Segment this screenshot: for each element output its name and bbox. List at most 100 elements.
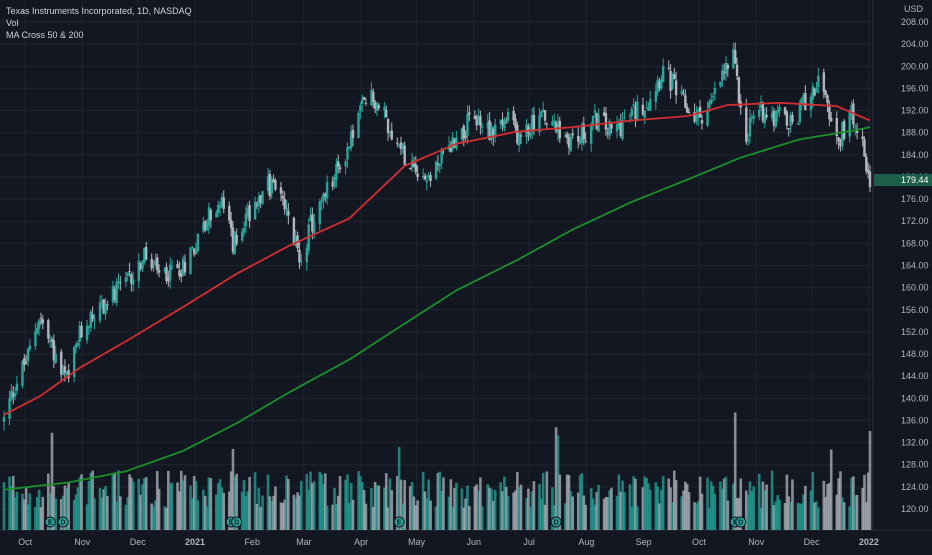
y-tick-label: 124.00 (901, 482, 929, 492)
candle-body (338, 167, 342, 170)
candle-body (778, 106, 781, 111)
volume-bar (584, 504, 587, 530)
candle-body (141, 260, 144, 270)
y-tick-label: 168.00 (901, 238, 929, 248)
earnings-marker[interactable] (393, 516, 405, 528)
candle-body (24, 362, 28, 364)
x-tick-label: Nov (74, 537, 91, 547)
candle-body (710, 99, 713, 105)
earnings-marker[interactable] (44, 516, 56, 528)
volume-bar (170, 482, 174, 530)
candle-body (156, 257, 159, 271)
volume-bar (11, 475, 15, 530)
candle-body (370, 89, 373, 106)
volume-indicator-label[interactable]: Vol (6, 18, 19, 28)
volume-bar (724, 476, 728, 530)
candle-body (796, 123, 800, 125)
candle-body (255, 204, 259, 206)
candle-body (564, 135, 567, 137)
candle-body (722, 71, 726, 73)
volume-bar (737, 497, 741, 530)
volume-bar (504, 486, 508, 530)
candle-body (685, 106, 689, 113)
volume-bar (480, 506, 484, 530)
volume-bar (98, 488, 102, 530)
candle-body (268, 173, 272, 197)
candle-body (641, 104, 645, 115)
volume-bar (126, 497, 130, 530)
volume-bar (287, 478, 290, 530)
volume-bar (281, 502, 285, 530)
candle-body (811, 86, 814, 100)
volume-bar (371, 507, 375, 530)
volume-bar (229, 471, 233, 530)
volume-bar (285, 475, 288, 530)
candle-body (866, 169, 870, 173)
volume-bar (436, 473, 440, 530)
volume-bar (770, 470, 774, 530)
volume-bar (209, 478, 213, 530)
volume-bar (113, 472, 117, 530)
volume-bar (440, 490, 443, 530)
volume-bar (595, 492, 599, 530)
candle-body (758, 109, 761, 117)
candle-body (591, 115, 595, 126)
candle-body (567, 137, 571, 148)
last-price-label: 179.44 (901, 175, 929, 185)
volume-bar (294, 497, 298, 530)
candle-body (270, 179, 273, 194)
candle-body (139, 263, 142, 270)
candle-body (242, 228, 246, 233)
symbol-title[interactable]: Texas Instruments Incorporated, 1D, NASD… (6, 6, 192, 16)
volume-bar (554, 427, 558, 530)
candle-body (735, 64, 739, 76)
candle-body (344, 161, 347, 167)
volume-bar (654, 482, 658, 530)
volume-bar (403, 480, 406, 530)
volume-bar (227, 491, 231, 530)
candle-body (361, 99, 364, 104)
candle-body (824, 90, 827, 96)
volume-bar (606, 497, 610, 530)
volume-bar (274, 486, 277, 530)
earnings-marker[interactable] (231, 516, 243, 528)
volume-bar (811, 472, 815, 530)
earnings-marker[interactable] (550, 516, 562, 528)
candle-body (802, 94, 805, 100)
volume-bar (222, 492, 226, 530)
candle-body (233, 231, 237, 254)
y-tick-label: 196.00 (901, 83, 929, 93)
candles[interactable] (2, 42, 872, 431)
x-tick-label: May (408, 537, 426, 547)
volume-bar (191, 498, 194, 530)
candle-body (667, 67, 670, 69)
y-tick-label: 120.00 (901, 504, 929, 514)
candle-body (519, 135, 523, 137)
volume-bar (868, 431, 872, 530)
candle-body (645, 107, 648, 109)
volume-bar (540, 498, 543, 530)
volume-bar (416, 500, 419, 530)
volume-bar (23, 499, 26, 530)
candle-body (706, 110, 709, 126)
earnings-marker[interactable] (57, 516, 69, 528)
earnings-marker[interactable] (735, 516, 747, 528)
volume-bar (661, 476, 665, 530)
volume-bar (837, 478, 840, 530)
volume-bar (80, 474, 83, 530)
volume-bar (338, 476, 342, 530)
volume-bar (346, 474, 349, 530)
volume-bar (67, 483, 70, 530)
y-tick-label: 208.00 (901, 17, 929, 27)
candle-body (565, 134, 569, 138)
ma-cross-indicator-label[interactable]: MA Cross 50 & 200 (6, 30, 84, 40)
volume-bar (765, 484, 768, 530)
volume-bar (320, 473, 323, 530)
candle-body (397, 144, 401, 146)
candle-body (375, 103, 379, 111)
volume-bar (399, 479, 403, 530)
volume-bar (155, 471, 159, 530)
